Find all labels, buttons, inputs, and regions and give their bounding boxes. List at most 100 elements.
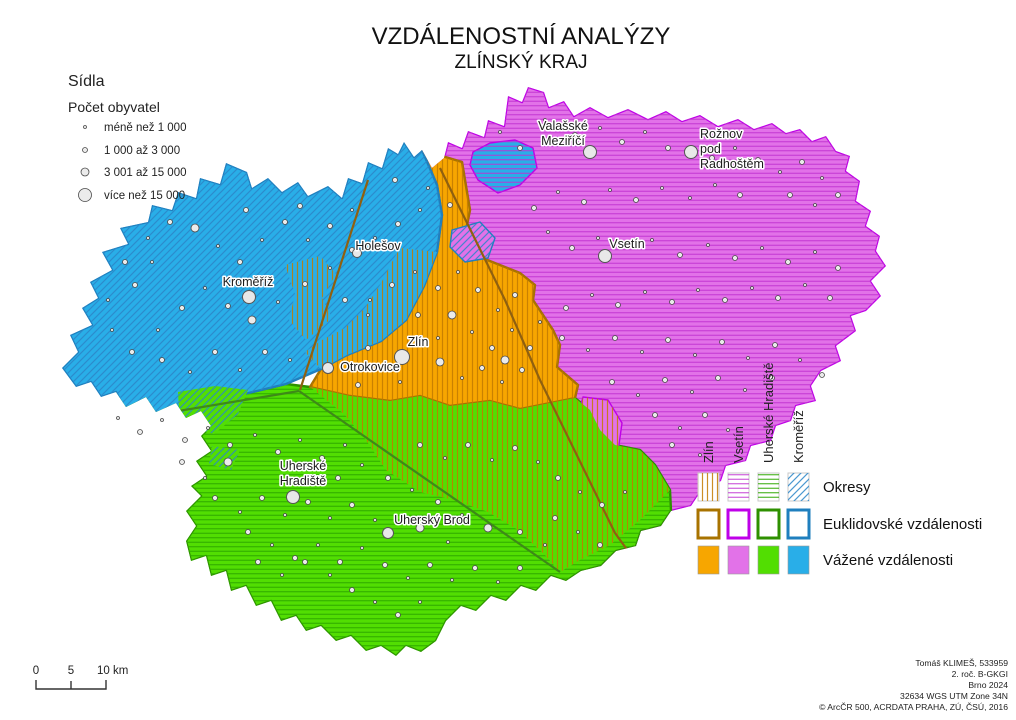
- settlement-dot: [435, 499, 441, 505]
- attribution-line-2: 2. roč. B-GKGI: [952, 669, 1008, 679]
- settlement-dot: [581, 199, 587, 205]
- settlement-dot: [633, 197, 639, 203]
- settlement-dot: [212, 495, 218, 501]
- settlement-dot: [373, 236, 377, 240]
- euclid-swatch-uh: [756, 508, 781, 540]
- weighted-swatch-vsetin: [727, 545, 750, 575]
- settlement-dot: [543, 118, 547, 122]
- settlement-dot: [368, 298, 372, 302]
- settlement-dot: [292, 555, 298, 561]
- settlement-dot: [365, 345, 371, 351]
- settlement-dot: [693, 353, 697, 357]
- settlement-dot: [288, 358, 292, 362]
- settlement-dot: [302, 281, 308, 287]
- euclid-swatch-kromeriz: [786, 508, 811, 540]
- settlement-dot: [366, 313, 370, 317]
- settlement-dot: [778, 170, 782, 174]
- scale-label-5: 5: [68, 665, 74, 677]
- settlements-legend: Sídla Počet obyvatel méně než 1 000 1 00…: [68, 73, 187, 202]
- settlements-legend-header: Sídla: [68, 73, 105, 90]
- settlement-dot: [203, 476, 207, 480]
- patch-hatch-okres-kromeriz-over-uh-2: [209, 446, 240, 470]
- settlement-dot: [531, 205, 537, 211]
- settlement-dot: [392, 177, 398, 183]
- settlement-dot: [820, 176, 824, 180]
- settlement-dot: [608, 188, 612, 192]
- settlement-dot: [706, 243, 710, 247]
- euclid-zlin-west: [298, 179, 370, 391]
- settlement-dot: [538, 320, 542, 324]
- settlement-dot: [799, 159, 805, 165]
- settlement-dot: [342, 297, 348, 303]
- city-dot: [382, 527, 394, 539]
- settlement-dot: [612, 335, 618, 341]
- settlement-dot: [373, 518, 377, 522]
- settlement-dot: [546, 230, 550, 234]
- city-label: Zlín: [408, 335, 429, 349]
- city-label: Valašské Meziříčí: [538, 119, 588, 148]
- settlement-dot: [813, 250, 817, 254]
- attribution-line-4: 32634 WGS UTM Zone 34N: [900, 691, 1008, 701]
- settlement-dot: [690, 390, 694, 394]
- settlement-dot: [475, 287, 481, 293]
- attribution: Tomáš KLIMEŠ, 533959 2. roč. B-GKGI Brno…: [819, 658, 1008, 712]
- attribution-line-1: Tomáš KLIMEŠ, 533959: [915, 658, 1008, 668]
- settlement-dot: [116, 416, 120, 420]
- euclid-zlin-east: [439, 167, 637, 563]
- settlement-dot: [835, 265, 841, 271]
- settlement-dot: [470, 330, 474, 334]
- settlement-dot: [159, 357, 165, 363]
- settlement-dot: [709, 155, 715, 161]
- settlement-dot: [746, 356, 750, 360]
- settlement-dot: [536, 460, 540, 464]
- settlement-dot: [415, 312, 421, 318]
- settlement-dot: [243, 207, 249, 213]
- okresy-swatch-uh-hatch: [758, 473, 779, 501]
- settlement-dot: [319, 455, 325, 461]
- settlement-dot: [146, 236, 150, 240]
- settlement-dot: [337, 559, 343, 565]
- city-label: Kroměříž: [223, 275, 274, 289]
- settlement-dot: [460, 513, 464, 517]
- settlement-dot: [436, 336, 440, 340]
- settlement-dot: [395, 221, 401, 227]
- legend-column-zlin: Zlín: [701, 441, 716, 463]
- attribution-line-3: Brno 2024: [968, 680, 1008, 690]
- settlement-dot: [443, 456, 447, 460]
- settlement-dot: [316, 543, 320, 547]
- settlement-dot: [349, 587, 355, 593]
- settlement-dot: [386, 363, 390, 367]
- settlement-dot: [479, 365, 485, 371]
- city-uhersk-brod: Uherský Brod: [382, 512, 471, 539]
- settlement-dot: [669, 299, 675, 305]
- city-dot: [394, 349, 410, 365]
- settlement-dot: [216, 244, 220, 248]
- legend-label-size-2: 1 000 až 3 000: [104, 145, 180, 157]
- settlement-dot: [733, 146, 737, 150]
- settlement-dot: [726, 428, 730, 432]
- settlement-dot: [489, 345, 495, 351]
- settlement-dot: [122, 259, 128, 265]
- settlement-dot: [819, 372, 825, 378]
- settlement-dot: [395, 612, 401, 618]
- settlement-dot: [715, 375, 721, 381]
- settlement-dot: [223, 457, 233, 467]
- settlement-dot: [598, 126, 602, 130]
- settlement-dot: [460, 376, 464, 380]
- patch-hatch-okres-kromeriz-over-vsetin: [450, 222, 495, 262]
- settlement-dot: [410, 488, 414, 492]
- legend-label-size-3: 3 001 až 15 000: [104, 167, 187, 179]
- settlement-dot: [490, 458, 494, 462]
- region-hatch-vsetin: [422, 87, 886, 566]
- settlement-dot: [785, 259, 791, 265]
- settlement-dot: [259, 495, 265, 501]
- settlement-dot: [238, 368, 242, 372]
- euclid-swatch-vsetin: [726, 508, 751, 540]
- settlement-dot: [446, 540, 450, 544]
- okresy-swatch-zlin-hatch: [698, 473, 719, 501]
- settlement-dot: [328, 516, 332, 520]
- settlement-dot: [732, 255, 738, 261]
- legend-row-okresy: Okresy: [823, 479, 871, 496]
- settlement-dot: [227, 442, 233, 448]
- settlement-dot: [160, 418, 164, 422]
